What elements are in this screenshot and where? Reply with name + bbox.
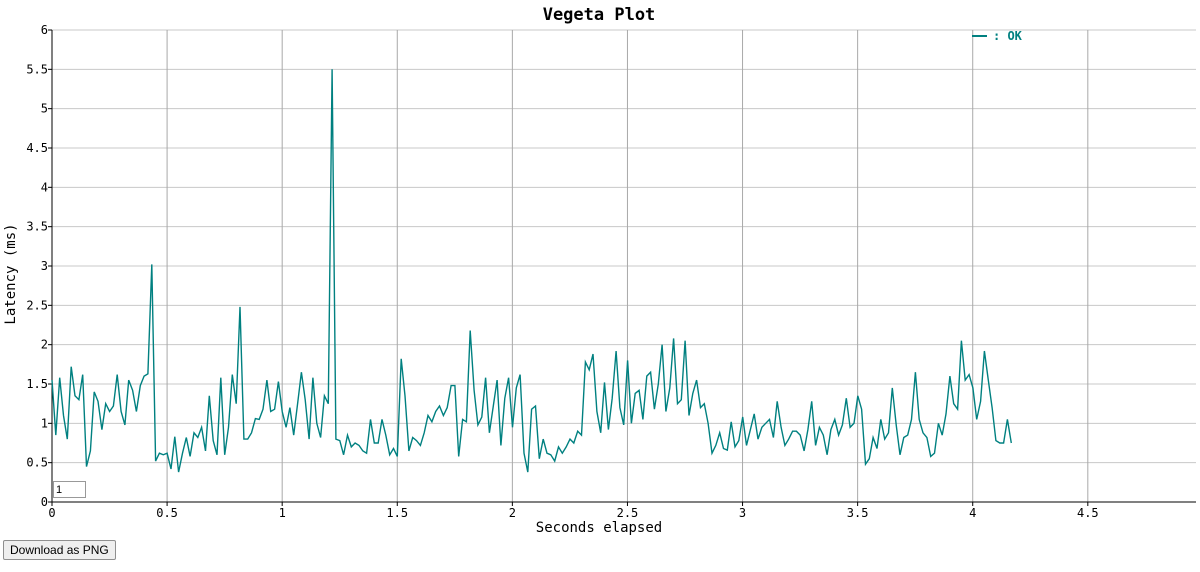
x-axis-ticks: 0 0.5 1 1.5 2 2.5 3 3.5 4 4.5 bbox=[48, 502, 1099, 520]
grid bbox=[52, 29, 1196, 502]
download-png-button[interactable]: Download as PNG bbox=[3, 540, 116, 560]
latency-chart: Vegeta Plot 0 0.5 1 1.5 2 2.5 3 3.5 4 4.5 0 0.5 1 1.… bbox=[3, 5, 1196, 535]
x-tick-label: 0.5 bbox=[156, 506, 178, 520]
x-axis-label: Seconds elapsed bbox=[536, 520, 662, 535]
y-tick-label: 4.5 bbox=[26, 141, 48, 155]
x-tick-label: 4.5 bbox=[1077, 506, 1099, 520]
roll-period-input[interactable] bbox=[53, 481, 86, 498]
series-line-ok bbox=[51, 69, 1012, 473]
y-axis-label: Latency (ms) bbox=[3, 223, 19, 324]
y-tick-label: 3 bbox=[41, 259, 48, 273]
y-tick-label: 3.5 bbox=[26, 220, 48, 234]
y-axis-ticks: 0 0.5 1 1.5 2 2.5 3 3.5 4 4.5 5 5.5 6 bbox=[26, 23, 52, 509]
y-tick-label: 2 bbox=[41, 338, 48, 352]
y-tick-label: 4 bbox=[41, 180, 48, 194]
x-tick-label: 0 bbox=[48, 506, 55, 520]
x-tick-label: 3 bbox=[739, 506, 746, 520]
y-tick-label: 0.5 bbox=[26, 456, 48, 470]
y-tick-label: 1 bbox=[41, 416, 48, 430]
legend-label-ok: : OK bbox=[993, 29, 1023, 43]
x-tick-label: 3.5 bbox=[847, 506, 869, 520]
x-tick-label: 2.5 bbox=[617, 506, 639, 520]
legend: : OK bbox=[972, 29, 1023, 43]
x-tick-label: 4 bbox=[969, 506, 976, 520]
y-tick-label: 2.5 bbox=[26, 298, 48, 312]
x-tick-label: 2 bbox=[509, 506, 516, 520]
y-tick-label: 5.5 bbox=[26, 62, 48, 76]
x-tick-label: 1.5 bbox=[386, 506, 408, 520]
chart-title: Vegeta Plot bbox=[543, 5, 656, 25]
y-tick-label: 0 bbox=[41, 495, 48, 509]
y-tick-label: 1.5 bbox=[26, 377, 48, 391]
y-tick-label: 5 bbox=[41, 102, 48, 116]
x-tick-label: 1 bbox=[279, 506, 286, 520]
y-tick-label: 6 bbox=[41, 23, 48, 37]
